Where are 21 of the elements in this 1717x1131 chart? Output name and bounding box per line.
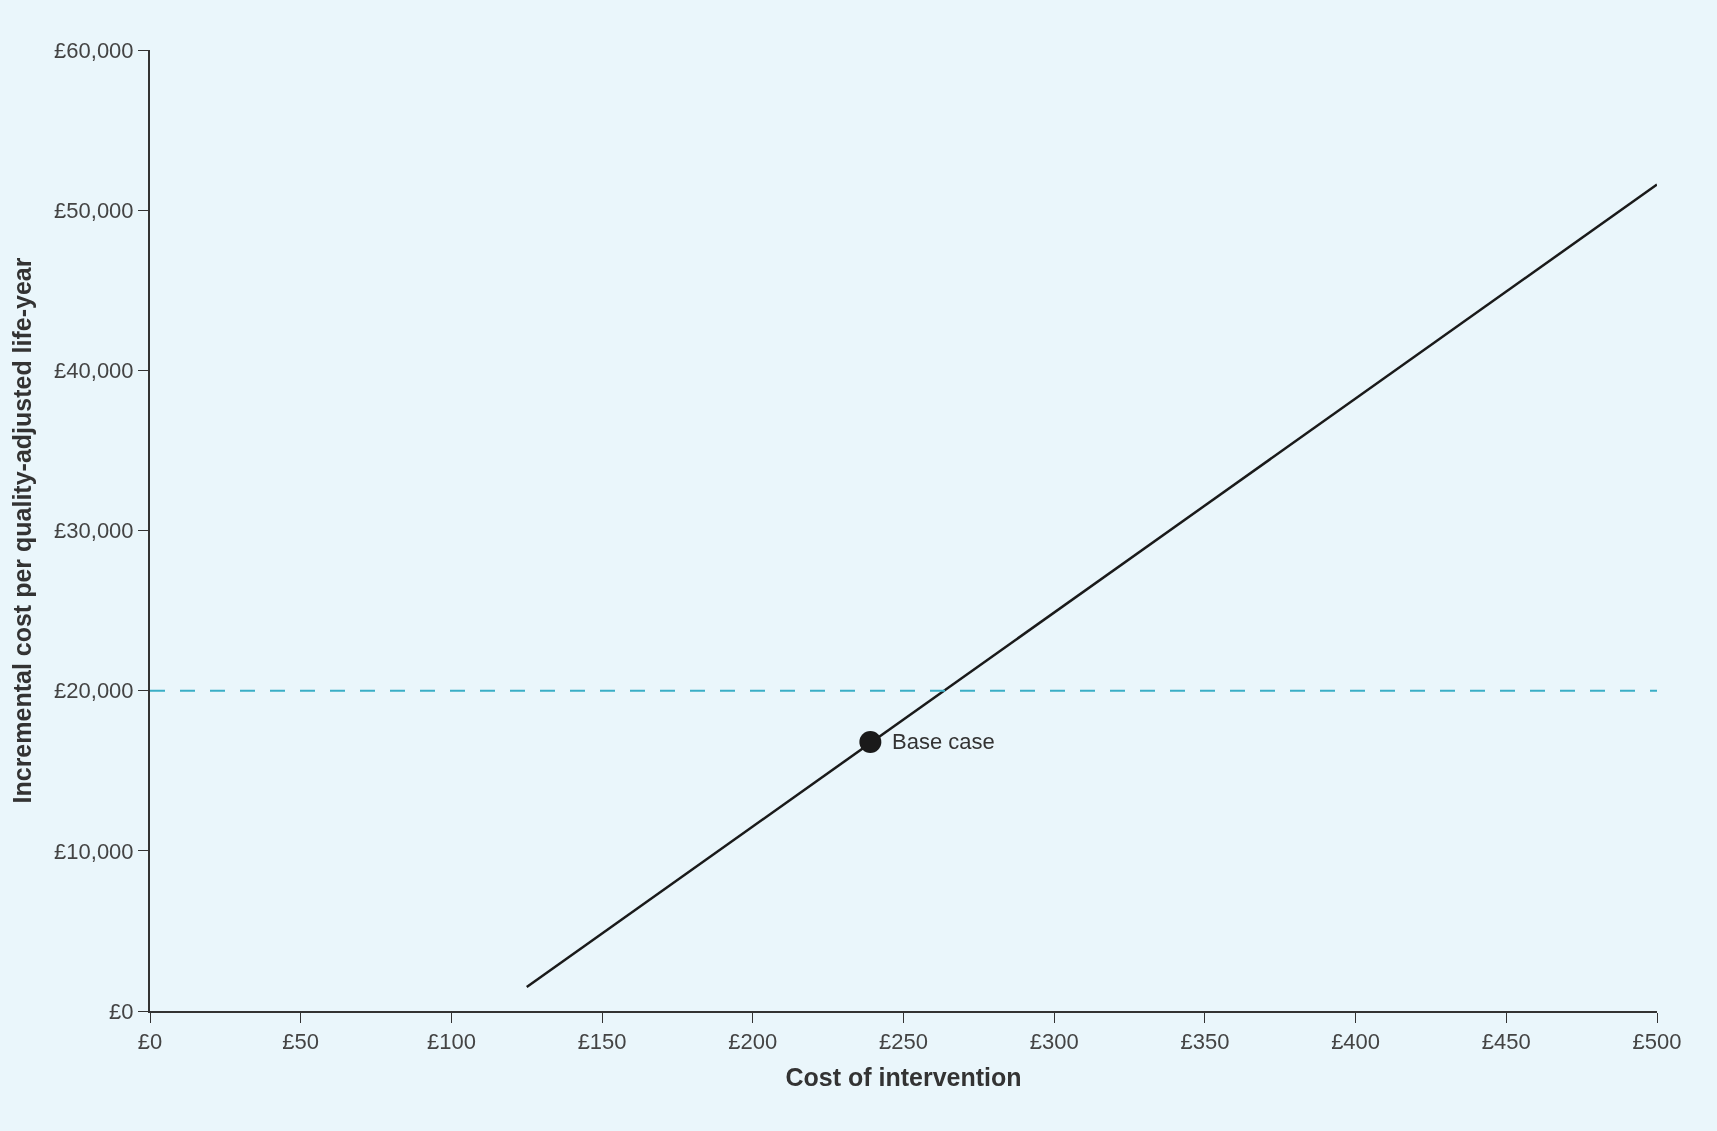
x-axis-title: Cost of intervention bbox=[785, 1062, 1022, 1091]
y-tick-label: £40,000 bbox=[54, 358, 134, 384]
y-tick-label: £60,000 bbox=[54, 37, 134, 63]
y-tick-label: £10,000 bbox=[54, 838, 134, 864]
y-axis-title: Incremental cost per quality-adjusted life-year bbox=[8, 257, 37, 804]
x-tick-label: £50 bbox=[282, 1029, 320, 1055]
x-tick-label: £300 bbox=[1029, 1029, 1079, 1055]
x-tick-label: £0 bbox=[137, 1029, 163, 1055]
x-tick-label: £100 bbox=[426, 1029, 476, 1055]
y-tick-label: £50,000 bbox=[54, 197, 134, 223]
x-tick-label: £450 bbox=[1481, 1029, 1531, 1055]
y-tick-label: £30,000 bbox=[54, 518, 134, 544]
y-tick-label: £0 bbox=[109, 998, 134, 1024]
annotation: Base case bbox=[892, 729, 995, 754]
x-tick-label: £400 bbox=[1331, 1029, 1381, 1055]
x-tick-label: £250 bbox=[879, 1029, 928, 1055]
y-tick-label: £20,000 bbox=[54, 678, 134, 704]
x-tick-label: £200 bbox=[728, 1029, 778, 1055]
x-tick-label: £150 bbox=[577, 1029, 627, 1055]
x-tick-label: £350 bbox=[1180, 1029, 1230, 1055]
x-tick-label: £500 bbox=[1632, 1029, 1682, 1055]
